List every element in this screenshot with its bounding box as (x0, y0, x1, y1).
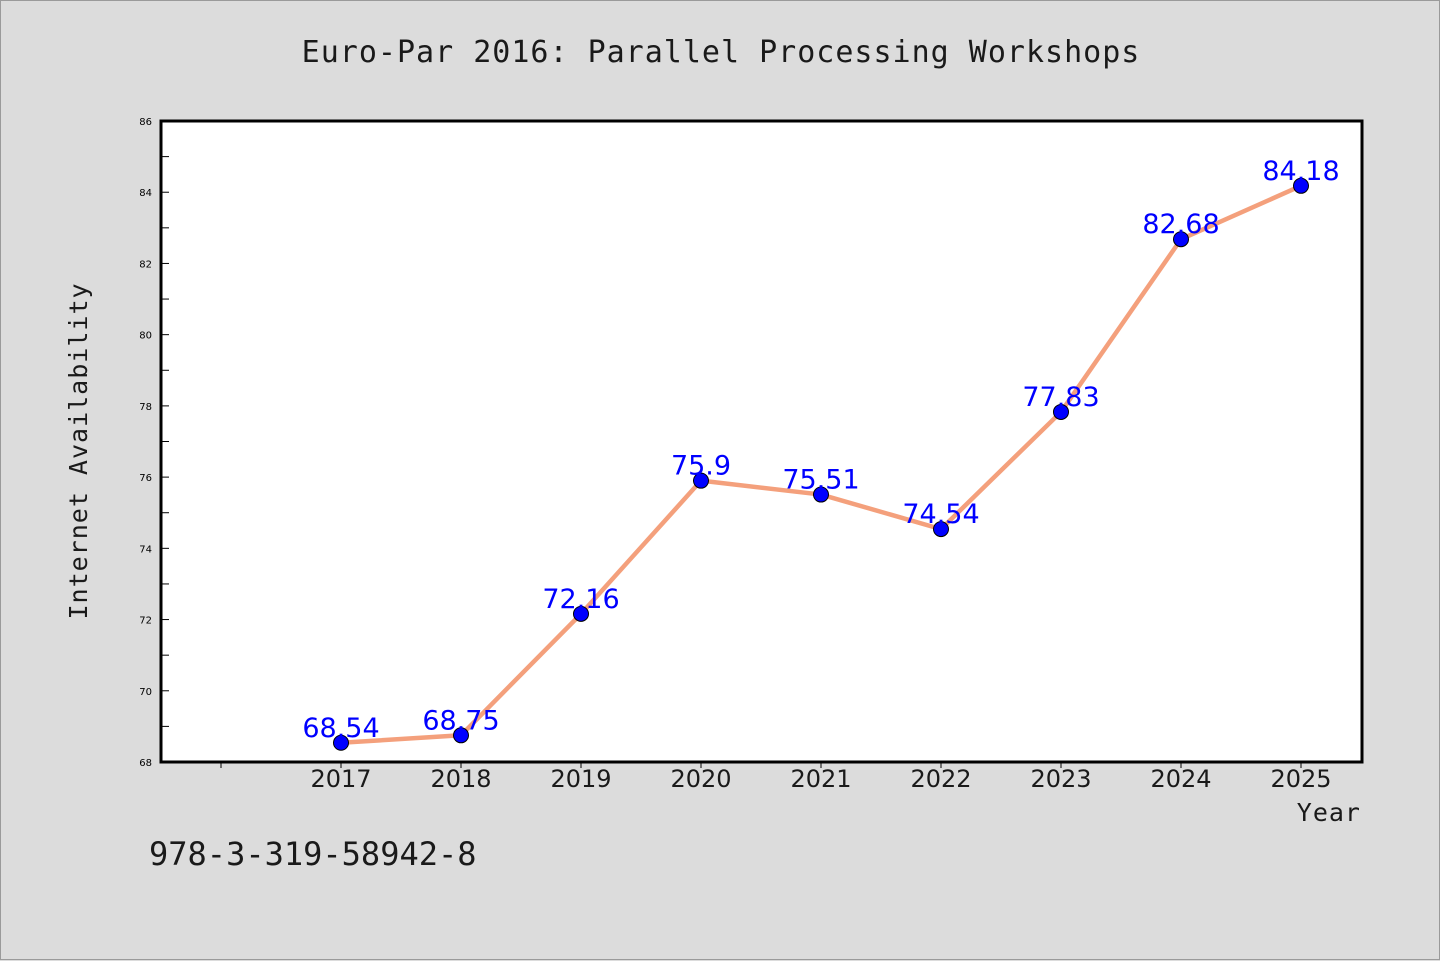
data-point (1173, 231, 1189, 248)
plot-area (159, 119, 1364, 764)
x-tick-label: 2025 (1270, 765, 1331, 793)
data-point (1293, 177, 1309, 194)
x-tick-label: 2020 (670, 765, 731, 793)
isbn-footer: 978-3-319-58942-8 (149, 835, 477, 873)
y-tick-label: 86 (139, 117, 152, 128)
y-tick-label: 70 (139, 687, 152, 698)
y-tick-label: 82 (139, 259, 152, 270)
y-tick-label: 84 (139, 188, 152, 199)
y-axis-title: Internet Availability (64, 282, 93, 619)
data-point (453, 727, 469, 744)
y-axis: 68 70 72 74 76 78 80 82 84 86 (139, 117, 169, 769)
data-label: 75.51 (782, 465, 859, 496)
data-label: 74.54 (902, 499, 979, 530)
x-tick-label: 2021 (790, 765, 851, 793)
y-tick-label: 78 (139, 402, 152, 413)
data-label: 77.83 (1022, 382, 1099, 413)
data-point (573, 605, 589, 622)
x-tick-label: 2017 (310, 765, 371, 793)
data-point (333, 734, 349, 751)
data-point (693, 472, 709, 489)
x-tick-label: 2018 (430, 765, 491, 793)
data-label: 72.16 (542, 584, 619, 615)
data-point (813, 486, 829, 503)
y-tick-label: 80 (139, 331, 152, 342)
data-label: 68.54 (302, 713, 379, 744)
x-axis: 2017 2018 2019 2020 2021 2022 2023 2024 2025 (220, 762, 1332, 793)
x-tick-label: 2024 (1150, 765, 1211, 793)
x-tick-label: 2023 (1030, 765, 1091, 793)
data-label: 68.75 (422, 705, 499, 736)
x-tick-label: 2022 (910, 765, 971, 793)
data-point (933, 521, 949, 538)
y-tick-label: 76 (139, 473, 152, 484)
y-tick-label: 68 (139, 758, 152, 769)
x-axis-title: Year (1297, 798, 1361, 827)
chart-title: Euro-Par 2016: Parallel Processing Works… (301, 35, 1141, 70)
series-line-group (333, 177, 1309, 751)
data-label: 84.18 (1262, 156, 1339, 187)
x-tick-label: 2019 (550, 765, 611, 793)
data-label: 82.68 (1142, 209, 1219, 240)
data-point (1053, 403, 1069, 420)
y-tick-label: 74 (139, 544, 152, 555)
data-label: 75.9 (671, 451, 731, 482)
y-tick-label: 72 (139, 616, 152, 627)
data-labels-group: 68.54 68.75 72.16 75.9 75.51 74.54 77.83 82.68 8… (302, 156, 1339, 744)
